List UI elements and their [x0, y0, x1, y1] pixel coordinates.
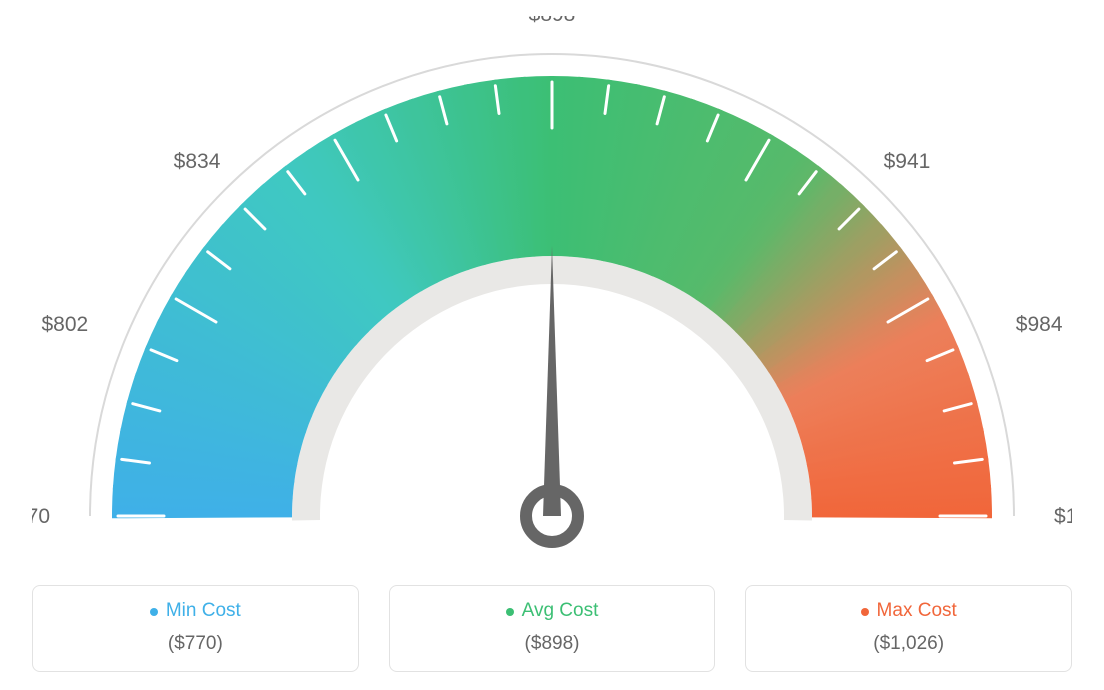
legend-max-value: ($1,026) — [746, 633, 1071, 655]
scale-label: $898 — [529, 16, 576, 26]
legend-min: Min Cost ($770) — [32, 585, 359, 672]
scale-label: $984 — [1016, 313, 1063, 336]
scale-label: $941 — [884, 150, 931, 173]
legend: Min Cost ($770) Avg Cost ($898) Max Cost… — [32, 585, 1072, 672]
legend-min-dot — [150, 608, 158, 616]
legend-max-label: Max Cost — [877, 600, 957, 623]
legend-avg: Avg Cost ($898) — [389, 585, 716, 672]
legend-avg-title: Avg Cost — [506, 600, 599, 623]
legend-max-dot — [861, 608, 869, 616]
legend-min-title: Min Cost — [150, 600, 241, 623]
gauge-svg: $770 $802 $834 $898 $941 $984 $1,026 — [32, 16, 1072, 576]
scale-label: $834 — [174, 150, 221, 173]
gauge-chart: $770 $802 $834 $898 $941 $984 $1,026 — [32, 16, 1072, 576]
legend-avg-dot — [506, 608, 514, 616]
legend-avg-value: ($898) — [390, 633, 715, 655]
scale-label: $802 — [41, 313, 88, 336]
gauge-needle — [543, 246, 561, 516]
legend-min-label: Min Cost — [166, 600, 241, 623]
scale-label: $770 — [32, 505, 50, 528]
legend-avg-label: Avg Cost — [522, 600, 599, 623]
legend-max-title: Max Cost — [861, 600, 957, 623]
scale-label: $1,026 — [1054, 505, 1072, 528]
legend-min-value: ($770) — [33, 633, 358, 655]
legend-max: Max Cost ($1,026) — [745, 585, 1072, 672]
cost-gauge-widget: $770 $802 $834 $898 $941 $984 $1,026 Min Cost … — [0, 0, 1104, 690]
